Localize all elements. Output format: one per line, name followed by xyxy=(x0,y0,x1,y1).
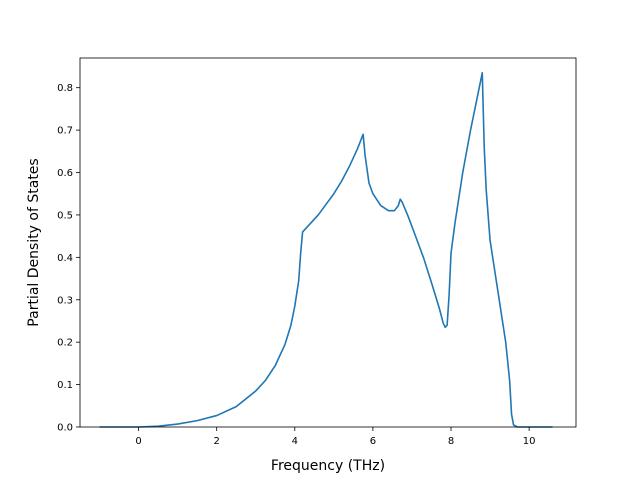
x-tick-label: 0 xyxy=(135,436,141,447)
x-tick-label: 4 xyxy=(292,436,298,447)
x-axis-label: Frequency (THz) xyxy=(271,458,385,474)
y-tick-label: 0.1 xyxy=(57,380,73,391)
x-tick-label: 2 xyxy=(214,436,220,447)
x-tick-label: 10 xyxy=(523,436,536,447)
y-tick-label: 0.5 xyxy=(57,210,73,221)
x-axis-ticks: 0 2 4 6 8 10 xyxy=(135,427,536,447)
axes-frame xyxy=(79,57,577,428)
x-tick-label: 6 xyxy=(370,436,376,447)
y-tick-label: 0.8 xyxy=(57,83,73,94)
pdos-series-line xyxy=(99,72,553,428)
y-tick-label: 0.4 xyxy=(57,253,73,264)
y-tick-label: 0.0 xyxy=(57,423,73,434)
y-tick-label: 0.3 xyxy=(57,295,73,306)
x-tick-label: 8 xyxy=(448,436,454,447)
y-tick-label: 0.2 xyxy=(57,338,73,349)
y-axis-label: Partial Density of States xyxy=(26,158,42,326)
y-tick-label: 0.6 xyxy=(57,168,73,179)
y-tick-label: 0.7 xyxy=(57,126,73,137)
plot-area xyxy=(99,72,553,428)
y-axis-ticks: 0.0 0.1 0.2 0.3 0.4 0.5 0.6 0.7 0.8 xyxy=(57,83,80,434)
